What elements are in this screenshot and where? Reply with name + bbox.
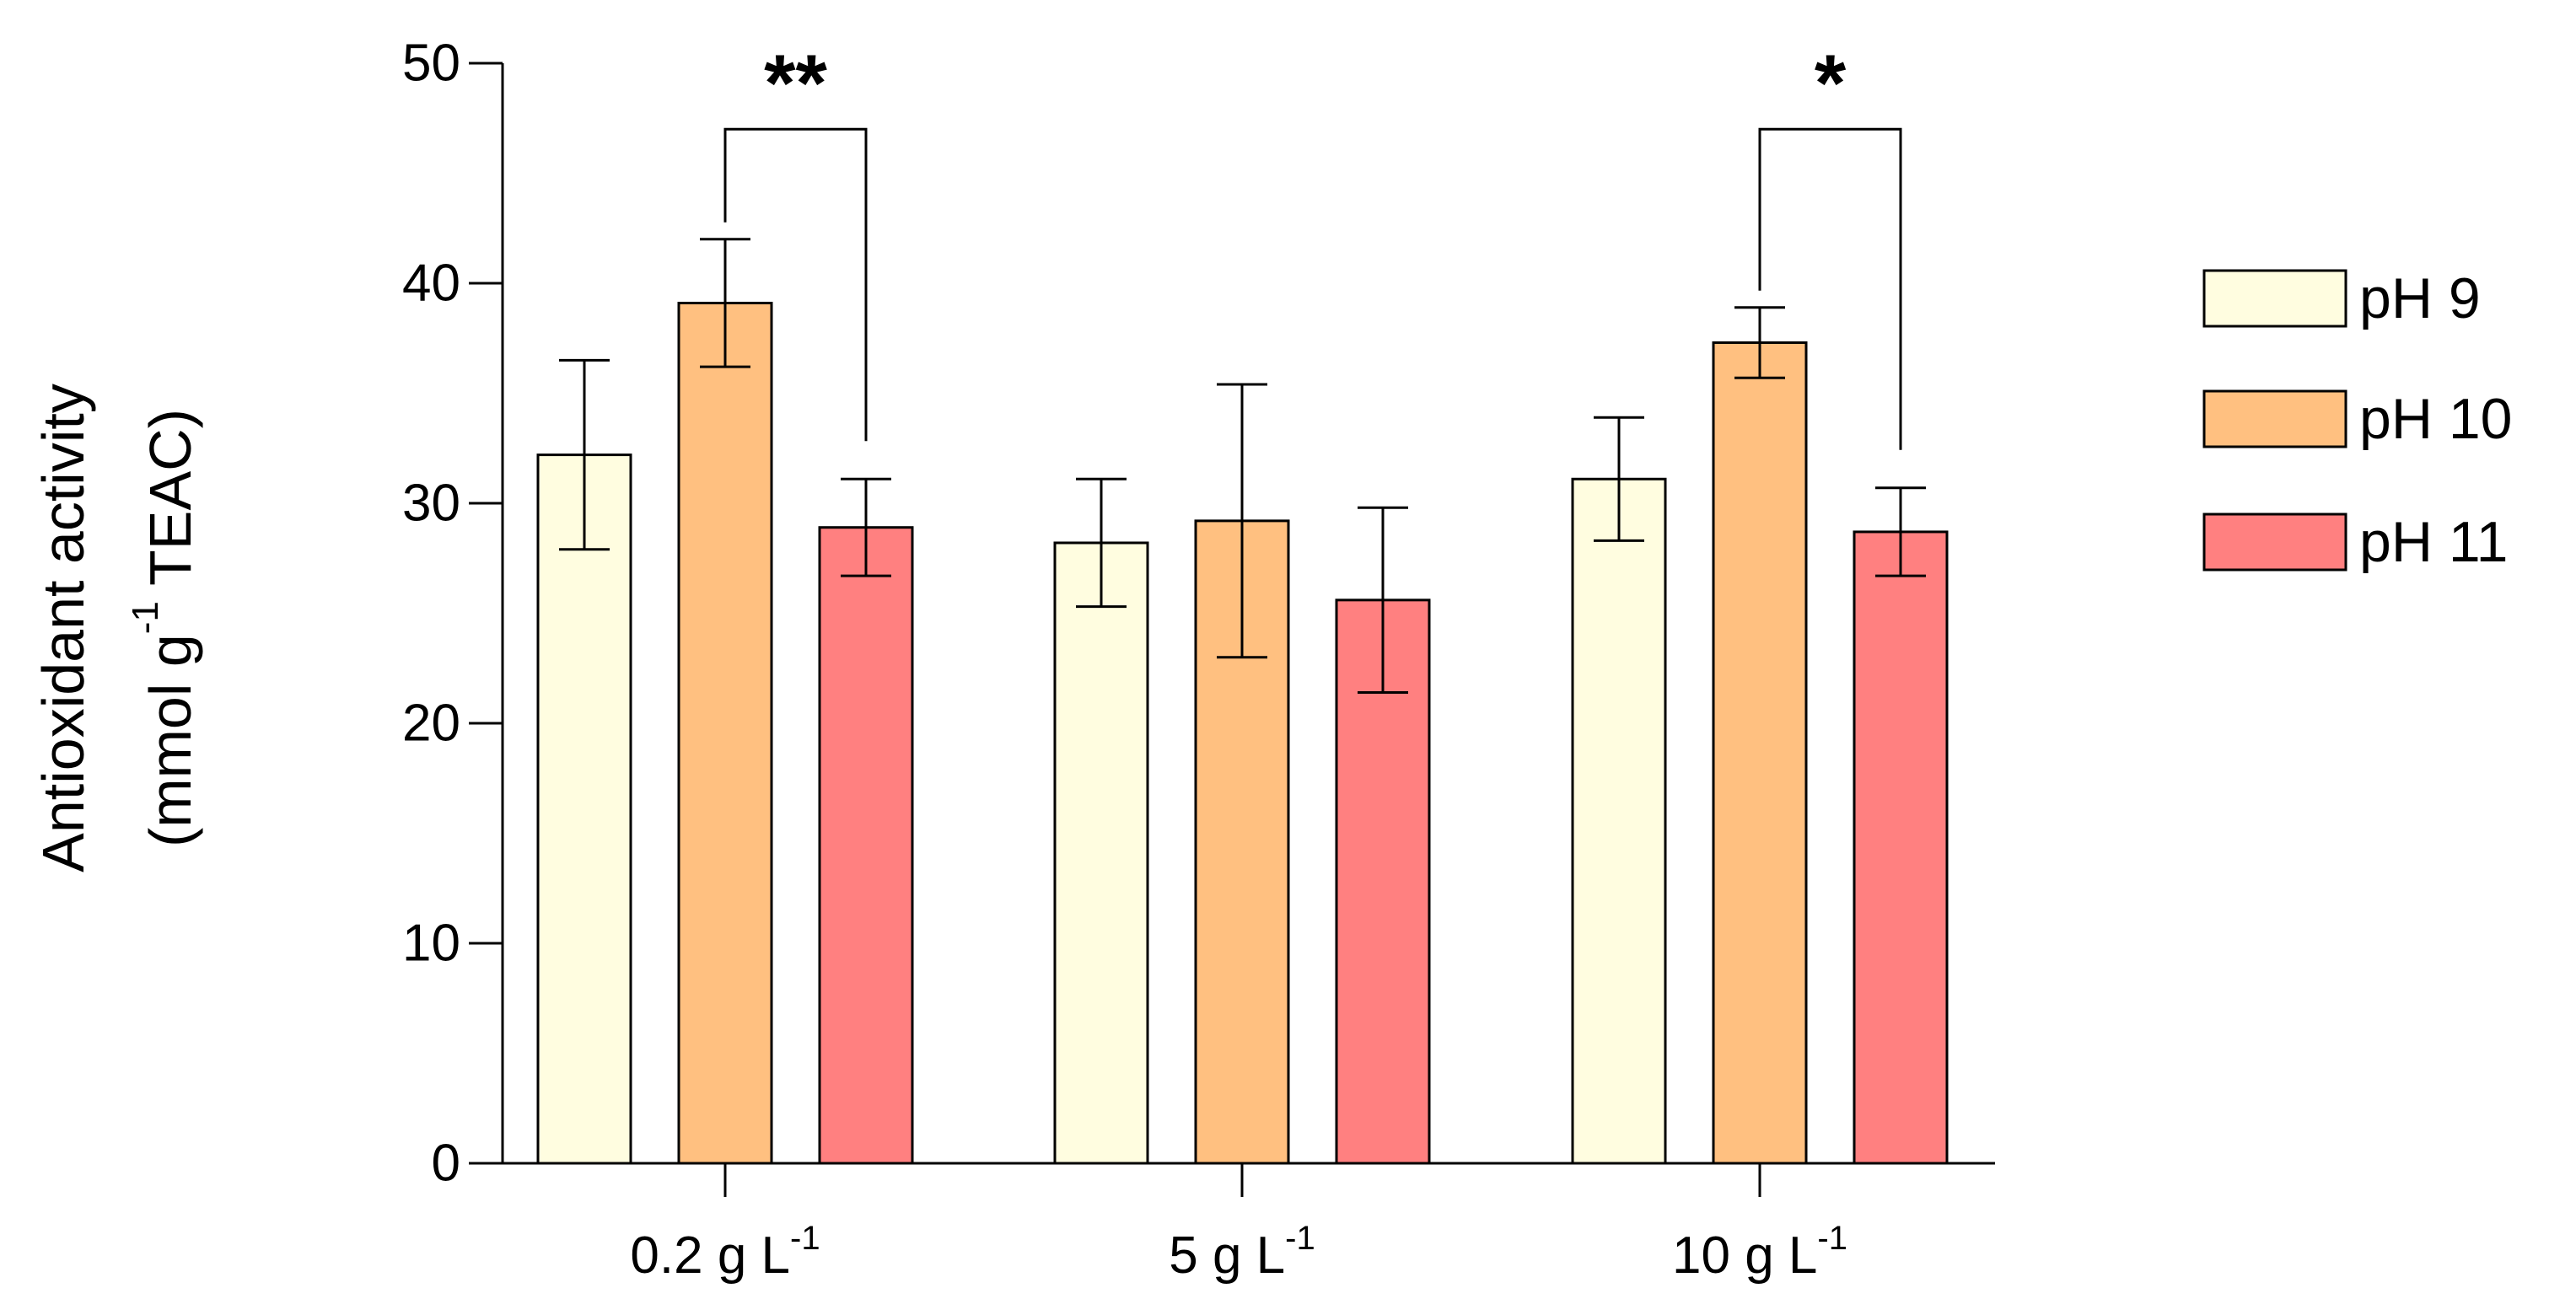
legend: pH 9 pH 10 pH 11 bbox=[2202, 266, 2512, 574]
legend-label: pH 11 bbox=[2359, 510, 2508, 574]
bar-ph11-2 bbox=[1853, 530, 1949, 1165]
x-tick-label-base: 5 g L bbox=[1169, 1226, 1285, 1285]
y-tick-label: 40 bbox=[402, 255, 460, 313]
x-tick-label: 5 g L-1 bbox=[1169, 1220, 1315, 1285]
x-tick-label: 10 g L-1 bbox=[1672, 1220, 1847, 1285]
y-axis-title: Antioxidant activity (mmol g-1 TEAC) bbox=[30, 384, 203, 872]
y-axis-title-superscript: -1 bbox=[125, 601, 166, 634]
bar-ph11-1 bbox=[1335, 598, 1431, 1165]
significance-bracket bbox=[1758, 127, 1902, 450]
significance-label: * bbox=[1815, 38, 1847, 128]
bar-ph10-0 bbox=[677, 301, 773, 1165]
bar-ph9-2 bbox=[1571, 477, 1667, 1165]
legend-swatch-ph11 bbox=[2202, 513, 2347, 572]
legend-swatch-ph10 bbox=[2202, 389, 2347, 448]
y-tick-label: 10 bbox=[402, 915, 460, 973]
significance-annotations: ** * bbox=[723, 38, 1902, 450]
x-tick-label-base: 10 g L bbox=[1672, 1226, 1817, 1285]
bar-ph9-1 bbox=[1053, 541, 1149, 1165]
x-tick-label-superscript: -1 bbox=[790, 1220, 820, 1257]
error-bars bbox=[559, 238, 1926, 694]
y-axis-title-suffix: TEAC) bbox=[137, 409, 203, 601]
x-tick-label: 0.2 g L-1 bbox=[630, 1220, 820, 1285]
y-axis-title-prefix: (mmol g bbox=[137, 634, 203, 847]
y-tick-label: 50 bbox=[402, 35, 460, 93]
significance-bracket bbox=[723, 127, 868, 442]
y-tick-label: 0 bbox=[432, 1135, 460, 1193]
bars bbox=[536, 301, 1949, 1165]
y-axis-title-line1: Antioxidant activity bbox=[30, 384, 96, 872]
legend-label: pH 10 bbox=[2359, 387, 2512, 451]
x-tick-label-superscript: -1 bbox=[1817, 1220, 1847, 1257]
y-tick-label: 30 bbox=[402, 475, 460, 533]
x-tick-label-superscript: -1 bbox=[1285, 1220, 1315, 1257]
bar-ph9-0 bbox=[536, 454, 632, 1165]
bar-ph11-0 bbox=[818, 526, 914, 1165]
legend-swatch-ph9 bbox=[2202, 269, 2347, 328]
bar-ph10-2 bbox=[1712, 341, 1808, 1165]
y-axis-title-line2: (mmol g-1 TEAC) bbox=[125, 409, 204, 847]
y-tick-label: 20 bbox=[402, 695, 460, 753]
significance-label: ** bbox=[764, 38, 827, 128]
x-tick-label-base: 0.2 g L bbox=[630, 1226, 790, 1285]
legend-label: pH 9 bbox=[2359, 266, 2481, 330]
